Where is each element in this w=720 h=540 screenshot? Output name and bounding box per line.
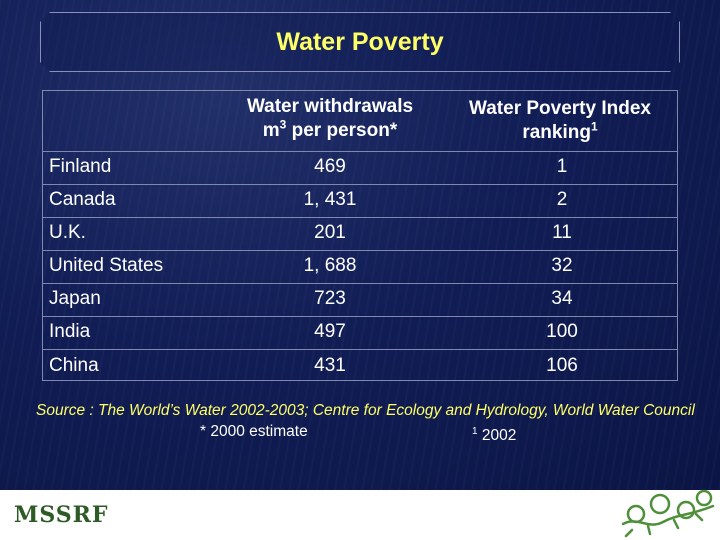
row-country: Canada	[49, 189, 116, 210]
header-water-poverty-index: Water Poverty Index ranking1	[440, 97, 680, 145]
row-country: U.K.	[49, 222, 86, 243]
row-country: United States	[49, 255, 164, 276]
header-index-line1: Water Poverty Index	[469, 98, 651, 119]
row-country: India	[49, 321, 91, 342]
row-divider	[42, 217, 678, 218]
header-unit: m	[262, 120, 280, 141]
mssrf-logo: MSSRF	[14, 502, 109, 528]
title-frame	[40, 12, 680, 72]
header-unit-sup: 3	[279, 117, 287, 132]
row-ranking: 1	[556, 156, 568, 177]
header-withdrawals-line2: m3 per person*	[210, 119, 450, 143]
row-ranking: 32	[551, 255, 573, 276]
header-withdrawals-line1: Water withdrawals	[246, 96, 414, 117]
footnote-year-sup: 1	[472, 426, 478, 437]
row-ranking: 11	[552, 222, 572, 243]
row-divider	[42, 349, 678, 350]
slide-title: Water Poverty	[276, 28, 444, 56]
footnote-year-text: 2002	[477, 427, 517, 445]
row-ranking: 2	[556, 189, 568, 210]
row-divider	[42, 184, 678, 185]
header-unit-rest: per person*	[286, 120, 398, 141]
footer-bar	[0, 490, 720, 540]
row-withdrawals: 1, 431	[303, 189, 357, 210]
row-divider	[42, 151, 678, 152]
header-water-withdrawals: Water withdrawals m3 per person*	[210, 95, 450, 143]
row-divider	[42, 283, 678, 284]
header-ranking: ranking	[522, 122, 591, 143]
row-ranking: 106	[546, 355, 578, 376]
row-withdrawals: 1, 688	[303, 255, 357, 276]
row-withdrawals: 723	[314, 288, 346, 309]
row-divider	[42, 250, 678, 251]
row-ranking: 100	[546, 321, 578, 342]
footnote-year: 1 2002	[472, 421, 516, 446]
row-country: Finland	[49, 156, 112, 177]
vine-logo-icon	[621, 489, 715, 538]
row-withdrawals: 469	[314, 156, 346, 177]
row-withdrawals: 431	[314, 355, 346, 376]
slide-background	[0, 0, 720, 490]
row-withdrawals: 201	[314, 222, 346, 243]
source-citation: Source : The World’s Water 2002-2003; Ce…	[36, 402, 695, 419]
row-country: China	[49, 355, 99, 376]
data-table	[42, 90, 678, 381]
row-divider	[42, 316, 678, 317]
footnote-estimate: * 2000 estimate	[200, 423, 308, 440]
row-withdrawals: 497	[314, 321, 346, 342]
row-country: Japan	[49, 288, 101, 309]
header-index-line2: ranking1	[440, 121, 680, 145]
row-ranking: 34	[551, 288, 573, 309]
header-ranking-sup: 1	[590, 119, 598, 134]
